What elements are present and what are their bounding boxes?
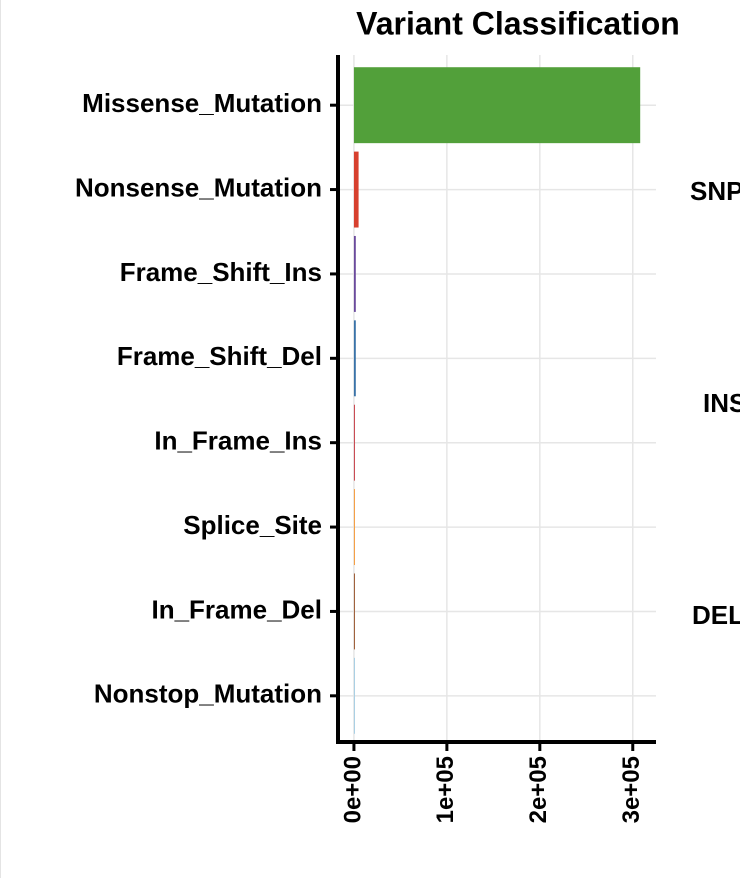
y-tick-label: Nonsense_Mutation xyxy=(75,172,322,202)
bar xyxy=(353,151,359,228)
y-tick-label: Splice_Site xyxy=(183,510,322,540)
x-tick-label: 3e+05 xyxy=(618,756,645,823)
side-label: SNP xyxy=(690,176,740,206)
bar xyxy=(353,489,355,566)
chart-title: Variant Classification xyxy=(356,5,680,41)
x-tick-label: 0e+00 xyxy=(339,756,366,823)
y-tick-label: Frame_Shift_Del xyxy=(117,341,322,371)
bar xyxy=(353,320,356,397)
y-tick-label: Nonstop_Mutation xyxy=(94,679,322,709)
y-tick-label: Missense_Mutation xyxy=(82,88,322,118)
y-tick-label: In_Frame_Del xyxy=(151,594,322,624)
bar xyxy=(353,573,355,650)
bar xyxy=(353,404,355,481)
bar xyxy=(353,235,356,312)
x-tick-label: 2e+05 xyxy=(525,756,552,823)
y-tick-label: Frame_Shift_Ins xyxy=(120,257,322,287)
bar xyxy=(353,67,641,144)
side-label: DEL xyxy=(692,600,740,630)
y-tick-label: In_Frame_Ins xyxy=(154,426,322,456)
bar xyxy=(353,657,355,734)
side-label: INS xyxy=(703,388,740,418)
x-tick-label: 1e+05 xyxy=(432,756,459,823)
